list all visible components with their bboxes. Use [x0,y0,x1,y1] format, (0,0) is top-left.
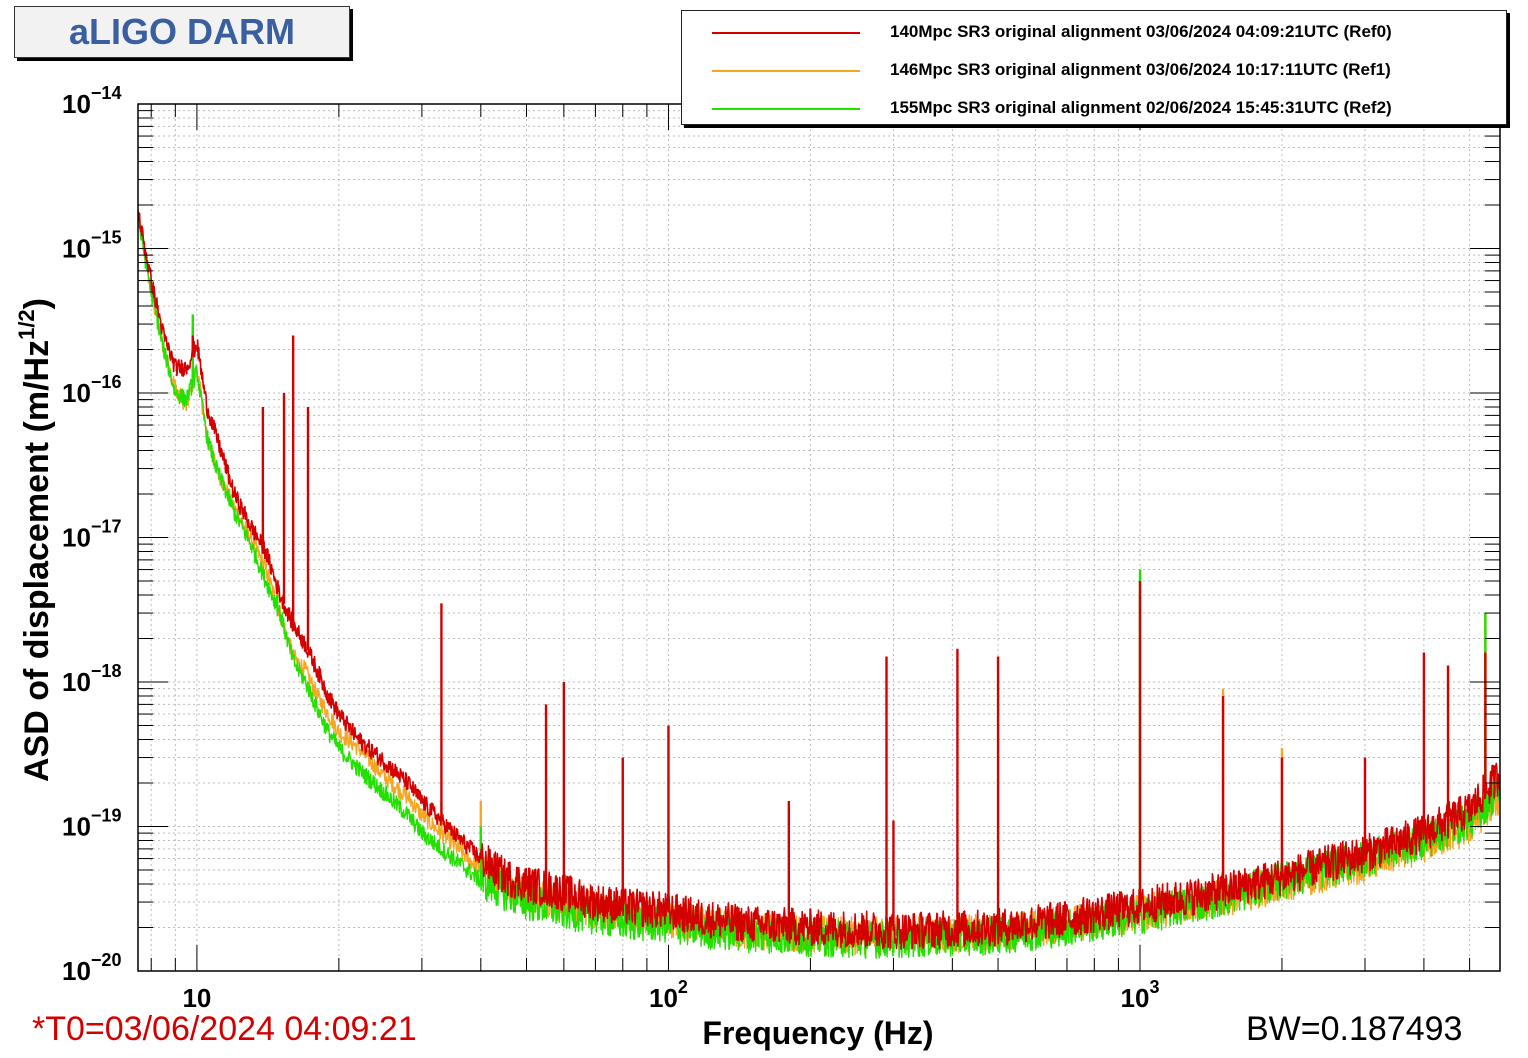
y-tick-label-base: 10 [62,667,91,697]
x-tick-label-base: 10 [182,983,211,1013]
y-axis-label-exp: 1/2 [14,309,39,340]
y-tick-label: 10−17 [62,517,121,553]
y-axis-label-close: ) [18,298,56,309]
legend-swatch-ref2 [712,108,860,110]
title-box: aLIGO DARM [14,6,350,58]
x-tick-label-base: 10 [1121,983,1150,1013]
y-axis-label-main: ASD of displacement (m/Hz [18,340,56,782]
x-tick-label: 10 [182,983,211,1013]
page-title: aLIGO DARM [68,11,295,52]
y-tick-label-exp: −20 [91,950,122,970]
y-tick-label-exp: −18 [91,661,122,681]
legend: 140Mpc SR3 original alignment 03/06/2024… [681,10,1507,125]
bandwidth-label: BW=0.187493 [1246,1010,1463,1048]
y-tick-label-base: 10 [62,89,91,119]
y-tick-label-exp: −14 [91,83,122,103]
legend-entry-ref1: 146Mpc SR3 original alignment 03/06/2024… [682,53,1506,87]
legend-entry-ref2: 155Mpc SR3 original alignment 02/06/2024… [682,91,1506,125]
y-tick-label-exp: −19 [91,806,122,826]
y-tick-label: 10−18 [62,661,121,697]
y-tick-label-base: 10 [62,956,91,986]
legend-label-ref0: 140Mpc SR3 original alignment 03/06/2024… [890,22,1392,41]
y-tick-label: 10−14 [62,83,121,119]
t0-timestamp: *T0=03/06/2024 04:09:21 [32,1010,417,1048]
legend-entry-ref0: 140Mpc SR3 original alignment 03/06/2024… [682,15,1506,49]
y-tick-label-exp: −16 [91,372,122,392]
y-tick-label-exp: −15 [91,228,122,248]
legend-label-ref2: 155Mpc SR3 original alignment 02/06/2024… [890,98,1392,117]
grid-lines [138,103,1500,972]
y-tick-label: 10−15 [62,228,121,264]
y-tick-label: 10−20 [62,950,121,986]
x-tick-label-exp: 2 [678,977,688,997]
x-axis-label: Frequency (Hz) [702,1015,933,1051]
series-line-ref0 [138,209,1500,950]
x-tick-label-base: 10 [649,983,678,1013]
legend-label-ref1: 146Mpc SR3 original alignment 03/06/2024… [890,60,1391,79]
y-tick-label-exp: −17 [91,517,122,537]
x-tick-label: 102 [649,977,688,1013]
y-tick-label-base: 10 [62,234,91,264]
legend-swatch-ref0 [712,32,860,34]
series-layer [138,209,1500,959]
y-axis-label: ASD of displacement (m/Hz1/2) [14,298,56,782]
legend-swatch-ref1 [712,70,860,72]
y-tick-label-base: 10 [62,812,91,842]
tick-labels: 10 102 10310−1410−1510−1610−1710−1810−1910… [62,83,1159,1013]
x-tick-label: 103 [1121,977,1160,1013]
y-tick-label-base: 10 [62,378,91,408]
y-tick-label-base: 10 [62,523,91,553]
y-tick-label: 10−16 [62,372,121,408]
x-tick-label-exp: 3 [1149,977,1159,997]
y-tick-label: 10−19 [62,806,121,842]
